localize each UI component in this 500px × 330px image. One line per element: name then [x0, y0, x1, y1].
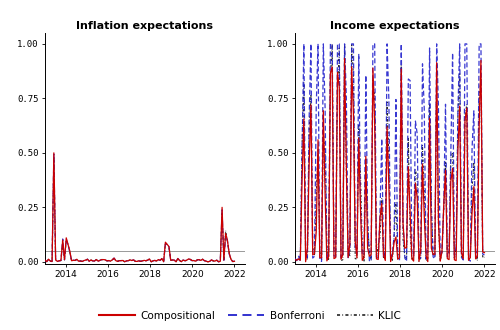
Title: Income expectations: Income expectations [330, 21, 460, 31]
Title: Inflation expectations: Inflation expectations [76, 21, 214, 31]
Legend: Compositional, Bonferroni, KLIC: Compositional, Bonferroni, KLIC [94, 307, 406, 325]
